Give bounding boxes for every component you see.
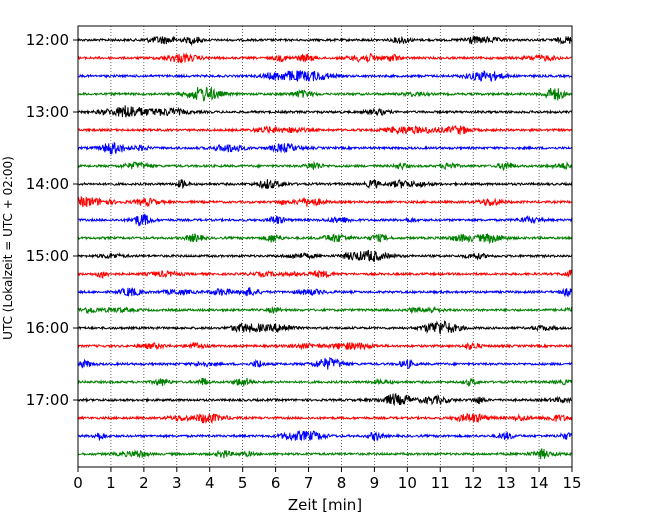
trace-1400 xyxy=(77,179,573,190)
trace-1430 xyxy=(77,213,573,227)
x-tick-label: 11 xyxy=(431,474,450,492)
x-tick-label: 1 xyxy=(106,474,116,492)
x-tick-label: 9 xyxy=(370,474,380,492)
trace-1200 xyxy=(77,35,573,47)
y-axis: 12:00 13:00 14:00 15:00 16:00 17:00 xyxy=(26,31,78,409)
trace-1345 xyxy=(77,160,573,172)
trace-1515 xyxy=(77,269,573,279)
trace-1545 xyxy=(77,305,573,315)
trace-1615 xyxy=(77,341,573,351)
trace-1330 xyxy=(77,141,573,155)
trace-1645 xyxy=(77,377,573,388)
x-tick-label: 6 xyxy=(271,474,281,492)
x-tick-label: 3 xyxy=(172,474,182,492)
x-tick-label: 7 xyxy=(304,474,314,492)
x-tick-label: 8 xyxy=(337,474,347,492)
trace-1415 xyxy=(77,195,573,208)
trace-1600 xyxy=(77,320,573,335)
trace-1300 xyxy=(77,105,573,118)
x-tick-label: 12 xyxy=(464,474,483,492)
trace-1715 xyxy=(77,412,573,425)
x-tick-label: 5 xyxy=(238,474,248,492)
trace-1215 xyxy=(77,52,573,64)
trace-1745 xyxy=(77,448,573,460)
trace-1500 xyxy=(77,249,573,263)
trace-1730 xyxy=(77,429,573,442)
x-tick-label: 0 xyxy=(73,474,83,492)
y-tick-label: 14:00 xyxy=(26,175,69,193)
plot-frame xyxy=(77,25,573,468)
trace-1630 xyxy=(77,356,573,370)
x-tick-label: 13 xyxy=(497,474,516,492)
x-axis-label: Zeit [min] xyxy=(288,496,362,514)
trace-1230 xyxy=(77,69,573,83)
y-axis-label: UTC (Lokalzeit = UTC + 02:00) xyxy=(1,156,15,340)
x-tick-label: 15 xyxy=(562,474,581,492)
trace-1530 xyxy=(77,286,573,298)
trace-1700 xyxy=(77,393,573,407)
y-tick-label: 15:00 xyxy=(26,247,69,265)
y-tick-label: 13:00 xyxy=(26,103,69,121)
x-tick-label: 14 xyxy=(530,474,549,492)
x-axis: 0 1 2 3 4 5 6 7 8 9 10 11 12 13 14 15 xyxy=(73,467,582,492)
seismic-traces xyxy=(77,35,573,460)
y-tick-label: 12:00 xyxy=(26,31,69,49)
x-tick-label: 2 xyxy=(139,474,149,492)
trace-1245 xyxy=(77,85,573,102)
trace-1315 xyxy=(77,124,573,136)
trace-1445 xyxy=(77,233,573,245)
x-tick-label: 10 xyxy=(398,474,417,492)
y-tick-label: 16:00 xyxy=(26,319,69,337)
x-tick-label: 4 xyxy=(205,474,215,492)
y-tick-label: 17:00 xyxy=(26,391,69,409)
